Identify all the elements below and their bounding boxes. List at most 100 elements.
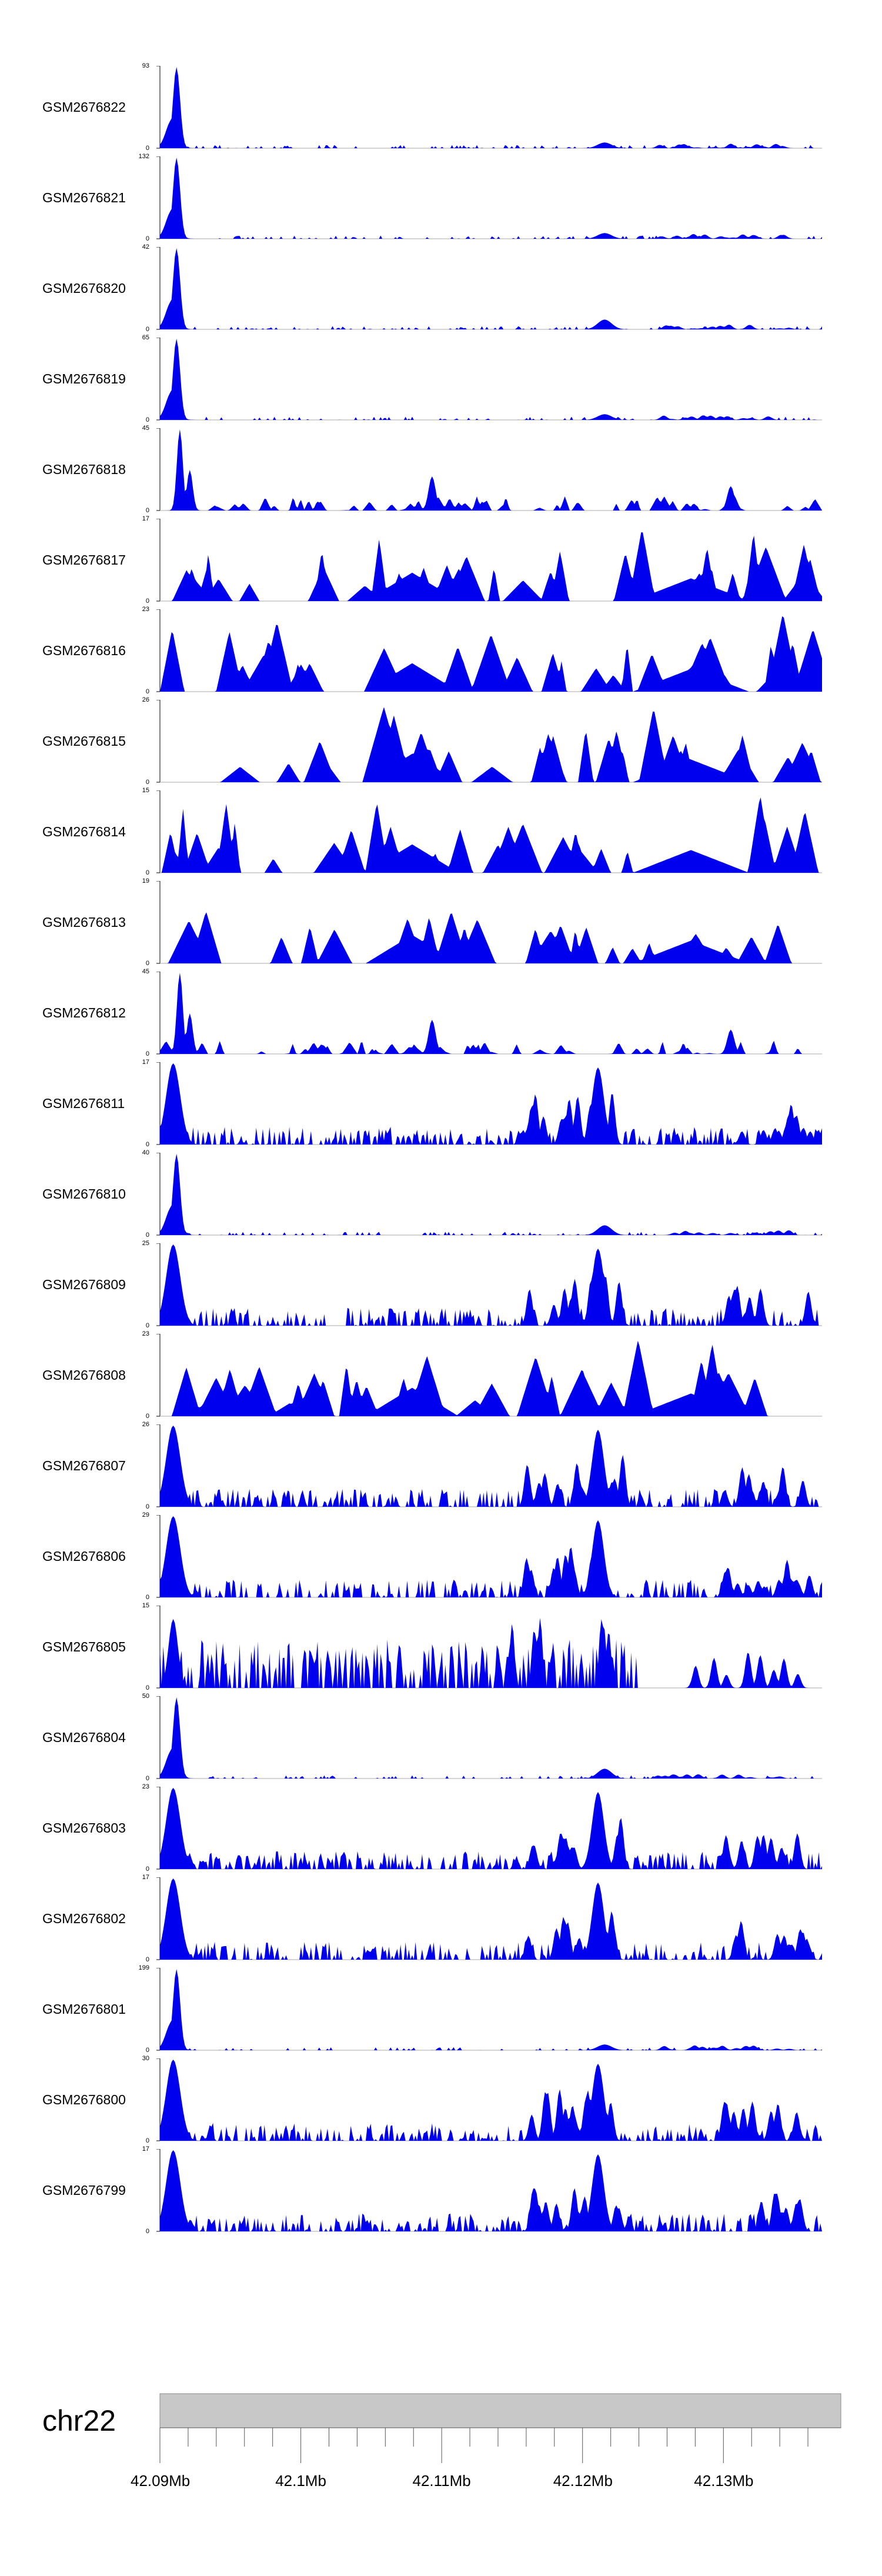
- track-y-axis: [156, 790, 161, 873]
- track-ymin-label: 0: [145, 1775, 149, 1782]
- track-plot: [156, 1696, 822, 1779]
- x-tick-label: 42.09Mb: [131, 2472, 191, 2490]
- track-ymin-label: 0: [145, 1413, 149, 1420]
- track-plot: [156, 972, 822, 1055]
- track-ymax-label: 65: [142, 334, 149, 341]
- track-plot: [156, 1968, 822, 2051]
- track-ymax-label: 93: [142, 62, 149, 69]
- coverage-area: [160, 912, 822, 963]
- track-label: GSM2676813: [42, 915, 126, 930]
- chromosome-band: [159, 2393, 841, 2428]
- track-ymin-label: 0: [145, 1322, 149, 1329]
- track-y-axis: [156, 1968, 161, 2051]
- track-plot: [156, 1877, 822, 1960]
- track-ymin-label: 0: [145, 1866, 149, 1873]
- track-plot: [156, 247, 822, 330]
- coverage-area: [160, 2060, 822, 2141]
- track-label: GSM2676811: [42, 1096, 125, 1111]
- track-ymax-label: 23: [142, 606, 149, 613]
- track-ymin-label: 0: [145, 960, 149, 967]
- track-plot: [156, 1787, 822, 1870]
- track-ymax-label: 132: [138, 153, 149, 160]
- x-tick-label: 42.13Mb: [694, 2472, 754, 2490]
- track-ymin-label: 0: [145, 869, 149, 876]
- track-plot: [156, 881, 822, 964]
- track-ymax-label: 15: [142, 787, 149, 794]
- coverage-area: [160, 1618, 822, 1688]
- track-label: GSM2676801: [42, 2001, 126, 2017]
- coverage-area: [160, 797, 822, 873]
- track-ymin-label: 0: [145, 1503, 149, 1510]
- coverage-area: [160, 1788, 822, 1869]
- track-ymin-label: 0: [145, 507, 149, 514]
- track-plot: [156, 1515, 822, 1598]
- track-ymax-label: 50: [142, 1693, 149, 1700]
- track-y-axis: [156, 2149, 161, 2232]
- track-ymax-label: 15: [142, 1602, 149, 1609]
- track-ymin-label: 0: [145, 416, 149, 423]
- track-ymax-label: 30: [142, 2055, 149, 2062]
- track-label: GSM2676806: [42, 1549, 126, 1564]
- track-ymax-label: 17: [142, 2145, 149, 2153]
- coverage-area: [160, 1340, 822, 1416]
- coverage-area: [160, 1244, 822, 1326]
- track-plot: [156, 1243, 822, 1326]
- track-plot: [156, 1424, 822, 1507]
- coverage-area: [160, 1878, 822, 1960]
- track-label: GSM2676799: [42, 2183, 126, 2198]
- track-ymin-label: 0: [145, 326, 149, 333]
- track-ymin-label: 0: [145, 2228, 149, 2235]
- coverage-area: [160, 707, 822, 782]
- track-plot: [156, 156, 822, 239]
- track-ymin-label: 0: [145, 145, 149, 152]
- track-y-axis: [156, 1787, 161, 1870]
- track-label: GSM2676808: [42, 1367, 126, 1383]
- track-label: GSM2676819: [42, 371, 126, 386]
- track-ymax-label: 23: [142, 1330, 149, 1337]
- track-y-axis: [156, 1696, 161, 1779]
- coverage-area: [160, 1516, 822, 1597]
- track-ymax-label: 17: [142, 1059, 149, 1066]
- track-y-axis: [156, 519, 161, 602]
- track-plot: [156, 1606, 822, 1689]
- track-ymin-label: 0: [145, 1684, 149, 1691]
- track-ymin-label: 0: [145, 688, 149, 695]
- track-y-axis: [156, 972, 161, 1055]
- track-y-axis: [156, 609, 161, 692]
- track-ymax-label: 19: [142, 877, 149, 885]
- track-ymin-label: 0: [145, 235, 149, 242]
- coverage-area: [160, 532, 822, 601]
- track-ymax-label: 23: [142, 1783, 149, 1790]
- track-label: GSM2676805: [42, 1639, 126, 1654]
- track-label: GSM2676810: [42, 1186, 126, 1202]
- chromosome-label: chr22: [42, 2404, 116, 2437]
- track-ymin-label: 0: [145, 1141, 149, 1148]
- track-label: GSM2676817: [42, 552, 126, 568]
- track-y-axis: [156, 1153, 161, 1236]
- track-ymax-label: 40: [142, 1149, 149, 1156]
- track-y-axis: [156, 1334, 161, 1417]
- track-ymax-label: 25: [142, 1240, 149, 1247]
- track-y-axis: [156, 156, 161, 239]
- track-label: GSM2676822: [42, 99, 126, 115]
- track-plot: [156, 2149, 822, 2232]
- track-plot: [156, 338, 822, 421]
- track-plot: [156, 609, 822, 692]
- track-plot: [156, 1153, 822, 1236]
- track-ymin-label: 0: [145, 1232, 149, 1239]
- track-ymax-label: 26: [142, 696, 149, 703]
- x-tick-label: 42.12Mb: [553, 2472, 613, 2490]
- track-y-axis: [156, 66, 161, 149]
- coverage-area: [160, 2150, 822, 2231]
- track-label: GSM2676820: [42, 281, 126, 296]
- track-ymax-label: 45: [142, 425, 149, 432]
- track-ymax-label: 17: [142, 515, 149, 522]
- track-label: GSM2676814: [42, 824, 126, 839]
- track-ymin-label: 0: [145, 779, 149, 786]
- x-tick-label: 42.11Mb: [412, 2472, 471, 2490]
- track-ymax-label: 45: [142, 968, 149, 975]
- track-plot: [156, 66, 822, 149]
- track-label: GSM2676816: [42, 643, 126, 658]
- track-ymax-label: 17: [142, 1874, 149, 1881]
